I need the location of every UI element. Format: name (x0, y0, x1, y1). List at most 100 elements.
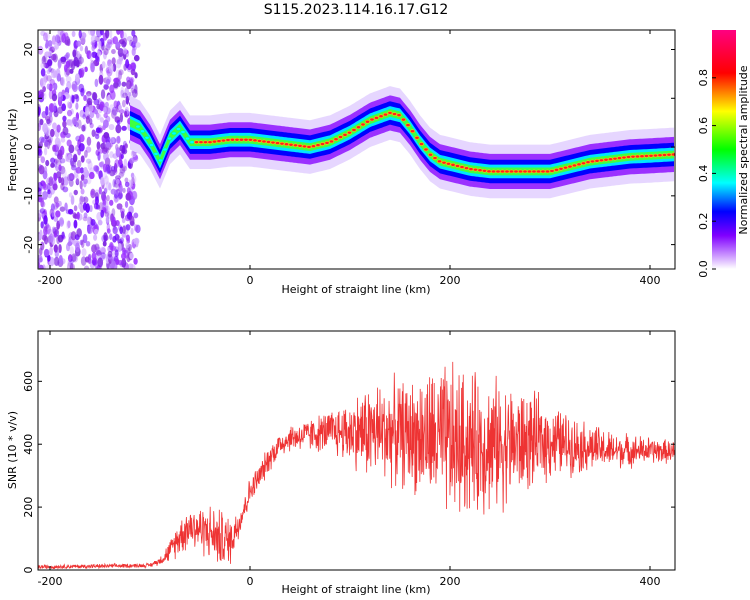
noise-blob (122, 247, 126, 253)
noise-blob (64, 39, 69, 45)
noise-blob (119, 112, 124, 123)
noise-blob (118, 104, 122, 111)
ridge-peak (477, 168, 483, 173)
noise-blob (93, 234, 98, 241)
noise-blob (62, 186, 69, 193)
noise-blob (74, 145, 79, 152)
noise-blob (109, 90, 116, 100)
noise-blob (78, 83, 85, 93)
noise-blob (72, 84, 78, 93)
noise-blob (79, 195, 84, 205)
ridge-peak (513, 169, 519, 174)
noise-blob (114, 249, 119, 258)
noise-blob (43, 165, 48, 175)
noise-blob (76, 159, 82, 168)
noise-blob (83, 178, 88, 185)
ridge-peak (472, 167, 478, 172)
noise-blob (133, 54, 140, 62)
noise-blob (70, 195, 75, 206)
noise-blob (119, 208, 125, 214)
noise-blob (129, 157, 135, 164)
noise-blob (76, 228, 82, 238)
noise-blob (69, 246, 74, 256)
noise-blob (44, 115, 51, 122)
noise-blob (78, 30, 82, 39)
noise-blob (53, 244, 58, 253)
noise-blob (108, 263, 114, 269)
noise-blob (73, 94, 79, 100)
noise-blob (46, 59, 53, 67)
snr-xtick-label: 400 (640, 575, 661, 588)
noise-blob (38, 254, 43, 263)
noise-blob (42, 123, 48, 133)
noise-blob (68, 59, 75, 67)
noise-blob (40, 77, 47, 87)
spectrogram-marks (38, 30, 675, 269)
noise-blob (70, 60, 76, 71)
ridge-peak (185, 136, 191, 141)
noise-blob (96, 141, 101, 150)
noise-blob (63, 176, 69, 186)
noise-blob (109, 169, 116, 177)
noise-blob (85, 106, 90, 116)
snr-marks (38, 361, 675, 570)
noise-blob (81, 248, 87, 257)
noise-blob (111, 57, 116, 65)
noise-blob (121, 217, 126, 224)
spectrogram-ticks: -200 0 200 400 20 10 0 -10 -20 (22, 30, 675, 287)
ridge-peak (441, 160, 447, 165)
noise-blob (56, 124, 61, 133)
ridge-peak (468, 167, 474, 171)
noise-blob (59, 206, 66, 212)
noise-blob (103, 112, 108, 119)
noise-blob (83, 166, 88, 173)
noise-blob (50, 162, 55, 168)
noise-blob (117, 159, 123, 166)
snr-ytick-label: 400 (22, 434, 35, 455)
ridge-peak (324, 141, 330, 145)
noise-blob (92, 258, 97, 266)
spectrogram-ytick-label: -20 (22, 236, 35, 254)
noise-blob (125, 192, 132, 201)
noise-blob (38, 196, 44, 203)
noise-blob (116, 60, 122, 69)
snr-series-line (38, 361, 675, 570)
noise-blob (42, 92, 47, 100)
noise-blob (73, 205, 78, 212)
noise-blob (54, 34, 60, 43)
noise-blob (131, 41, 137, 48)
noise-blob (66, 80, 72, 90)
noise-blob (73, 219, 78, 229)
noise-blob (49, 246, 53, 256)
noise-blob (119, 169, 126, 177)
noise-blob (83, 265, 90, 269)
noise-blob (87, 253, 92, 260)
noise-blob (52, 122, 57, 130)
noise-blob (80, 35, 86, 45)
noise-blob (103, 84, 110, 90)
noise-blob (109, 233, 113, 241)
noise-blob (87, 225, 92, 235)
ridge-peak (355, 125, 361, 130)
noise-blob (101, 234, 107, 243)
noise-blob (85, 203, 90, 213)
noise-blob (95, 196, 99, 206)
noise-blob (108, 30, 113, 39)
ridge-peak (445, 161, 451, 166)
ridge-peak (450, 163, 456, 167)
noise-blob (86, 50, 92, 60)
noise-blob (101, 61, 106, 69)
noise-blob (45, 39, 49, 49)
noise-blob (81, 124, 86, 132)
ridge-peak (549, 169, 555, 173)
noise-blob (66, 220, 71, 230)
noise-blob (72, 154, 78, 163)
noise-blob (67, 241, 73, 247)
noise-blob (55, 210, 61, 218)
noise-blob (124, 177, 129, 183)
ridge-peak (198, 140, 204, 144)
noise-blob (52, 45, 58, 51)
noise-blob (80, 195, 85, 206)
noise-blob (116, 135, 121, 144)
